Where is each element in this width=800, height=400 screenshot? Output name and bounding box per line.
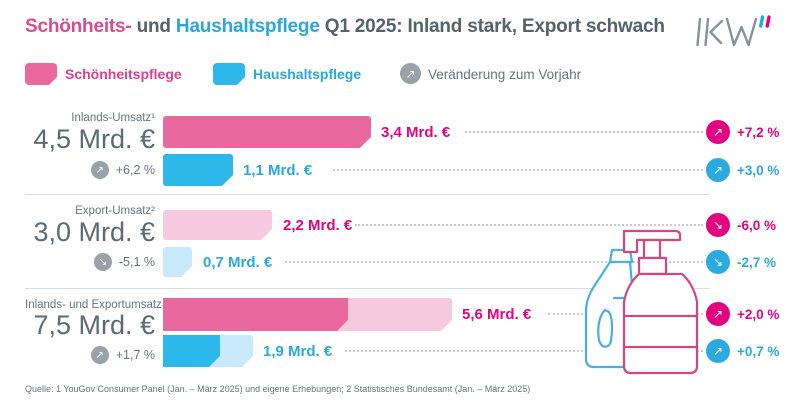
leader-line: [465, 131, 703, 133]
ikw-logo-icon: [696, 15, 771, 47]
row3-label: Inlands- und Exportumsatz: [25, 299, 162, 311]
trend-up-icon: ↗: [90, 161, 109, 179]
legend-label-beauty: Schönheitspflege: [65, 66, 182, 82]
bar-total-household-value: 1,9 Mrd. €: [263, 343, 333, 360]
badge-total-beauty-change: +2,0 %: [737, 307, 780, 322]
legend-swatch-household: [213, 63, 245, 85]
badge-total-household-change: +0,7 %: [737, 344, 780, 359]
badge-inland-beauty-change: +7,2 %: [737, 125, 780, 140]
source-note: Quelle: 1 YouGov Consumer Panel (Jan. – …: [25, 384, 531, 394]
leader-line: [285, 261, 703, 263]
bar-export-beauty-value: 2,2 Mrd. €: [283, 217, 353, 234]
bar-total-household-inland-segment: [163, 335, 220, 367]
page-title: Schönheits- und Haushaltspflege Q1 2025:…: [25, 16, 665, 37]
bar-inland-beauty: [163, 116, 371, 148]
row2-label: Export-Umsatz²: [75, 205, 155, 217]
bar-total-beauty: [163, 298, 452, 331]
bar-inland-household-value: 1,1 Mrd. €: [243, 162, 313, 179]
pump-bottle-icon: [622, 229, 699, 375]
trend-down-icon: ↘: [93, 253, 112, 271]
leader-line: [333, 169, 703, 171]
row1-total-change: ↗ +6,2 %: [25, 161, 155, 179]
badge-export-beauty-change: -6,0 %: [737, 218, 777, 233]
product-bottles-illustration: [580, 228, 705, 383]
bar-export-beauty: [163, 210, 272, 240]
row1-total: 4,5 Mrd. €: [33, 124, 155, 154]
badge-inland-beauty: ↗: [706, 120, 730, 144]
title-household-part: Haushaltspflege: [175, 16, 320, 37]
section-divider: [25, 194, 710, 195]
legend-label-change: Veränderung zum Vorjahr: [428, 67, 582, 82]
bar-export-household-value: 0,7 Mrd. €: [203, 254, 273, 271]
leader-line: [345, 350, 703, 352]
trend-up-icon: ↗: [90, 346, 109, 364]
legend-change-icon: ↗: [400, 63, 421, 84]
leader-line: [355, 224, 703, 226]
row3-total-change: ↗ +1,7 %: [25, 346, 155, 364]
row2-total: 3,0 Mrd. €: [33, 217, 155, 247]
legend-label-household: Haushaltspflege: [253, 66, 362, 82]
ikw-logo: [692, 12, 777, 55]
badge-export-household: ↘: [706, 250, 730, 274]
badge-export-household-change: -2,7 %: [737, 255, 777, 270]
bar-inland-beauty-value: 3,4 Mrd. €: [381, 124, 451, 141]
bar-inland-household: [163, 154, 233, 186]
row2-total-change: ↘ -5,1 %: [25, 253, 155, 271]
bar-total-household: [163, 335, 253, 367]
legend-swatch-beauty: [25, 63, 57, 85]
bar-total-beauty-inland-segment: [163, 298, 348, 331]
badge-export-beauty: ↘: [706, 213, 730, 237]
badge-inland-household-change: +3,0 %: [737, 163, 780, 178]
row3-total: 7,5 Mrd. €: [33, 310, 155, 340]
bar-total-beauty-value: 5,6 Mrd. €: [462, 306, 532, 323]
badge-total-beauty: ↗: [706, 302, 730, 326]
row1-label: Inlands-Umsatz¹: [71, 112, 155, 124]
title-beauty-part: Schönheits-: [25, 16, 132, 37]
badge-total-household: ↗: [706, 339, 730, 363]
bar-export-household: [163, 247, 192, 277]
badge-inland-household: ↗: [706, 158, 730, 182]
section-divider: [25, 288, 710, 289]
